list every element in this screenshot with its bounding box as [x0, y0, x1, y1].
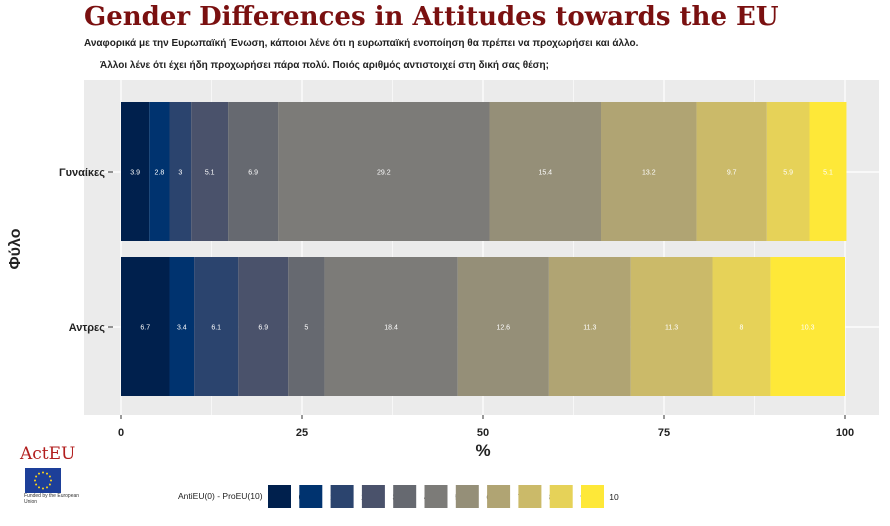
legend-swatch	[424, 485, 448, 508]
bar-segment	[121, 102, 150, 241]
legend-swatch	[393, 485, 417, 508]
bar-segment	[121, 257, 170, 396]
logo-text: ActEU	[20, 444, 76, 464]
acteu-logo: ActEU Funded by the European Union	[20, 444, 90, 510]
x-tick-label: 100	[836, 427, 854, 439]
data-label: 6.1	[211, 325, 221, 332]
y-tick-label: Αντρες	[69, 322, 106, 334]
data-label: 3	[178, 170, 182, 177]
logo-caption: Funded by the European Union	[24, 493, 80, 505]
x-tick-label: 0	[118, 427, 124, 439]
data-label: 6.7	[140, 325, 150, 332]
eu-flag-icon	[25, 468, 61, 493]
bar-segment	[278, 102, 490, 241]
bar-segment	[194, 257, 239, 396]
data-label: 11.3	[665, 325, 678, 332]
data-label: 18.4	[384, 325, 398, 332]
x-tick-label: 25	[296, 427, 308, 439]
legend-label: 10	[609, 492, 619, 502]
data-label: 10.3	[801, 325, 815, 332]
data-label: 5.9	[783, 170, 793, 177]
x-tick-label: 75	[658, 427, 670, 439]
data-label: 13.2	[642, 170, 656, 177]
data-label: 2.8	[155, 170, 165, 177]
data-label: 5.1	[205, 170, 215, 177]
data-label: 5	[304, 325, 308, 332]
data-label: 6.9	[248, 170, 258, 177]
bar-segment	[630, 257, 713, 396]
data-label: 5.1	[823, 170, 833, 177]
chart-title: Gender Differences in Attitudes towards …	[84, 2, 779, 32]
bar-segment	[712, 257, 771, 396]
legend-swatch	[487, 485, 511, 508]
bar-segment	[457, 257, 549, 396]
legend-swatch	[581, 485, 604, 508]
legend-swatch	[549, 485, 573, 508]
bar-segment	[696, 102, 767, 241]
chart-subtitle-line2: Άλλοι λένε ότι έχει ήδη προχωρήσει πάρα …	[100, 60, 549, 71]
data-label: 15.4	[538, 170, 552, 177]
bar-segment	[770, 257, 845, 396]
data-label: 12.6	[496, 325, 510, 332]
legend-title: AntiEU(0) - ProEU(10)	[178, 491, 263, 501]
data-label: 29.2	[377, 170, 391, 177]
data-label: 9.7	[727, 170, 737, 177]
legend-swatch	[330, 485, 354, 508]
bar-segment	[149, 102, 170, 241]
chart-subtitle-line1: Αναφορικά με την Ευρωπαϊκή Ένωση, κάποιο…	[84, 38, 639, 49]
x-axis-title: %	[475, 441, 490, 460]
legend-swatch	[299, 485, 323, 508]
bar-segment	[766, 102, 810, 241]
data-label: 11.3	[583, 325, 596, 332]
legend-swatch	[455, 485, 479, 508]
bar-segment	[169, 257, 195, 396]
bar-segment	[324, 257, 458, 396]
data-label: 3.4	[177, 325, 187, 332]
bar-segment	[228, 102, 279, 241]
bar-segment	[169, 102, 192, 241]
legend-swatch	[361, 485, 385, 508]
bar-segment	[601, 102, 697, 241]
bar-segment	[191, 102, 229, 241]
y-tick-label: Γυναίκες	[59, 167, 105, 179]
data-label: 8	[740, 325, 744, 332]
x-tick-label: 50	[477, 427, 489, 439]
data-label: 3.9	[130, 170, 140, 177]
data-label: 6.9	[258, 325, 268, 332]
legend-swatch	[268, 485, 291, 508]
y-axis-title: Φύλο	[7, 228, 24, 269]
bar-segment	[809, 102, 847, 241]
bar-segment	[548, 257, 631, 396]
bar-segment	[288, 257, 325, 396]
bar-segment	[238, 257, 289, 396]
legend-swatch	[518, 485, 542, 508]
bar-segment	[489, 102, 602, 241]
